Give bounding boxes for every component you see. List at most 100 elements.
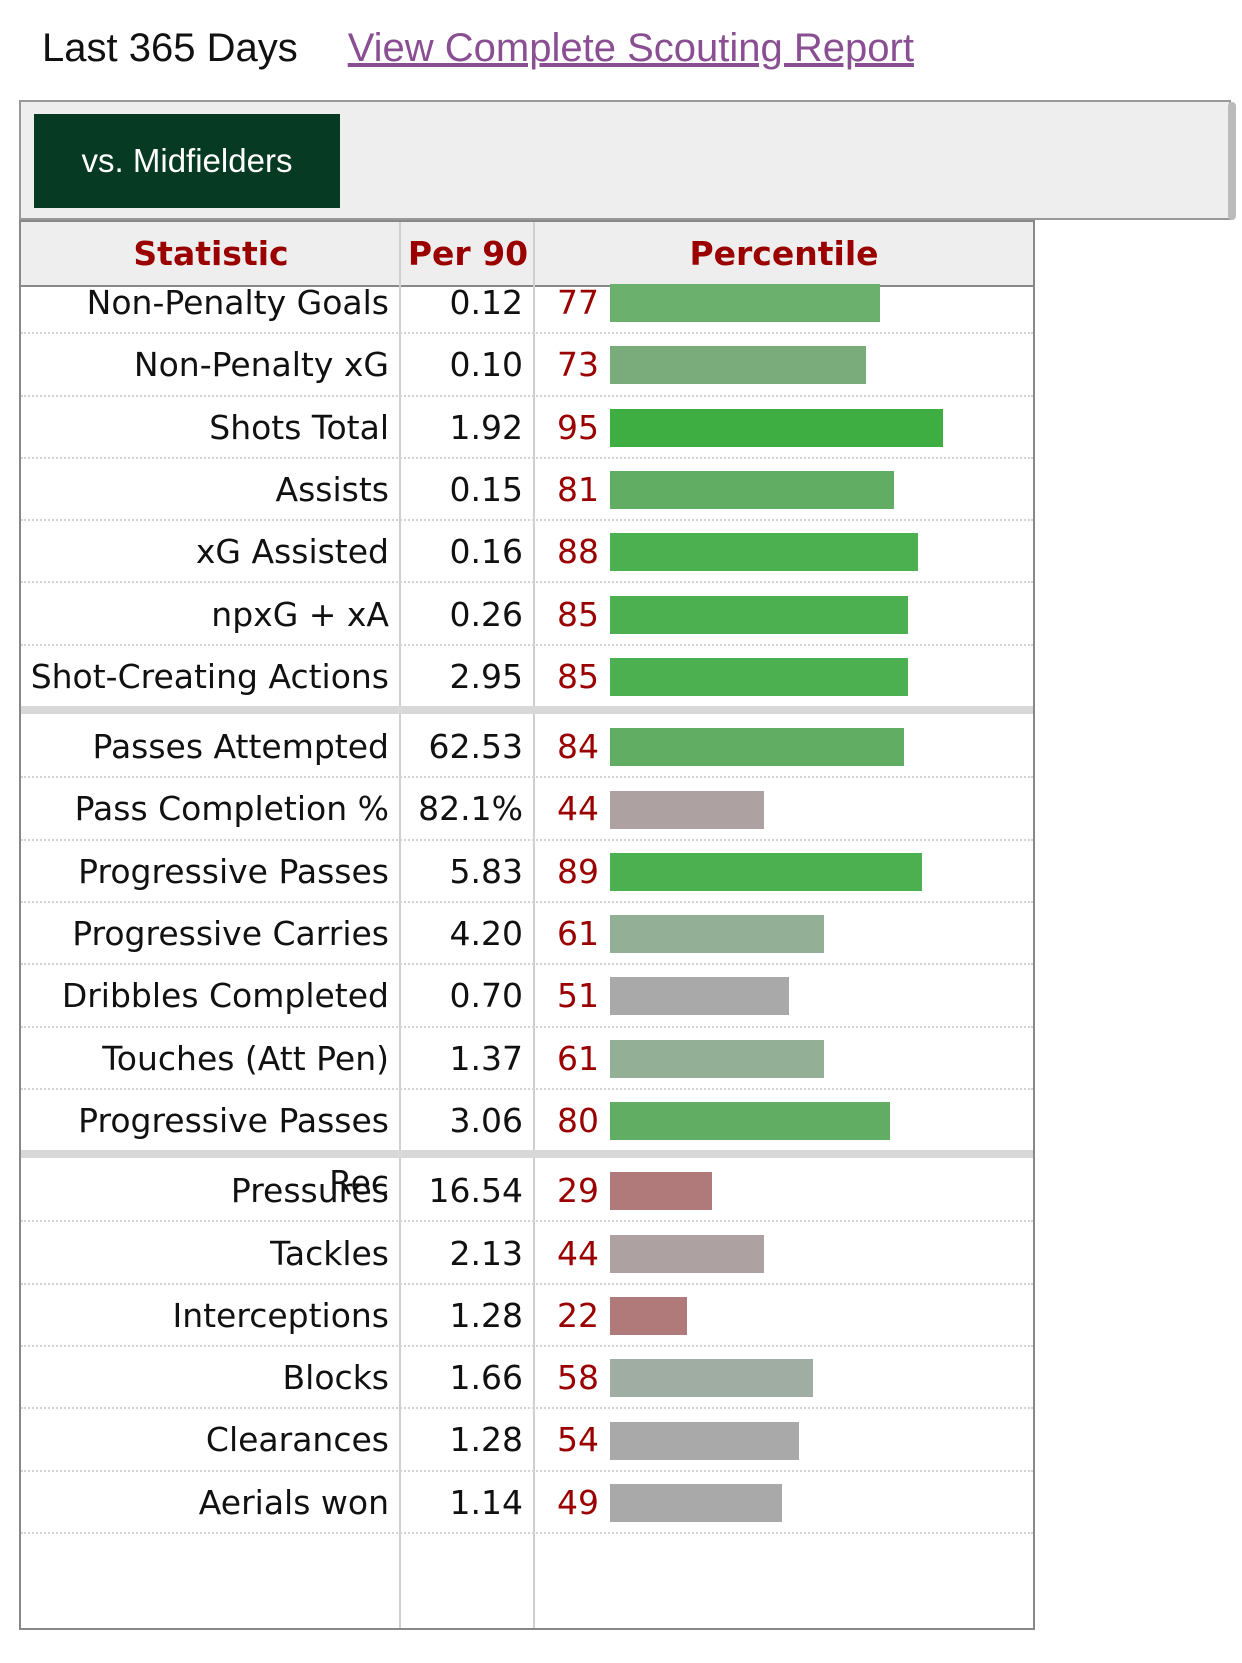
per90-value: 0.12 (449, 283, 523, 322)
stat-name: Clearances (205, 1420, 389, 1460)
percentile-bar (610, 977, 789, 1016)
per90-value: 1.92 (449, 407, 523, 447)
percentile-bar (610, 408, 943, 447)
percentile-value: 85 (557, 594, 599, 634)
table-row: Progressive Passes 5.83 89 (21, 841, 1033, 903)
percentile-bar (610, 595, 908, 634)
percentile-bar (610, 1039, 824, 1078)
stat-name: xG Assisted (195, 532, 389, 572)
table-row: Pass Completion % 82.1% 44 (21, 778, 1033, 841)
per90-value: 82.1% (418, 789, 523, 829)
table-row: Pressures 16.54 29 (21, 1160, 1033, 1223)
stat-name: Pass Completion % (74, 789, 389, 829)
table-row: Shots Total 1.92 95 (21, 397, 1033, 459)
percentile-bar (610, 728, 904, 767)
table-row: Passes Attempted 62.53 84 (21, 716, 1033, 779)
percentile-value: 58 (557, 1358, 599, 1398)
percentile-value: 84 (557, 727, 599, 767)
per90-value: 1.14 (449, 1482, 523, 1522)
percentile-bar (610, 657, 908, 696)
percentile-bar (610, 1234, 764, 1273)
table-header: Statistic Per 90 Percentile (21, 222, 1033, 287)
table-row: Shot-Creating Actions 2.95 85 (21, 646, 1033, 709)
table-row: Touches (Att Pen) 1.37 61 (21, 1028, 1033, 1090)
table-row: Non-Penalty Goals 0.12 77 (21, 272, 1033, 335)
per90-value: 3.06 (449, 1100, 523, 1140)
percentile-value: 80 (557, 1100, 599, 1140)
per90-value: 2.95 (449, 656, 523, 696)
header-percentile: Percentile (689, 234, 879, 273)
percentile-bar (610, 1359, 813, 1398)
percentile-value: 85 (557, 656, 599, 696)
table-row: Progressive Carries 4.20 61 (21, 903, 1033, 966)
percentile-value: 44 (557, 1233, 599, 1273)
group-separator (21, 706, 1033, 715)
stat-name: Non-Penalty Goals (86, 283, 389, 322)
table-row: Dribbles Completed 0.70 51 (21, 965, 1033, 1028)
stat-name: Pressures (230, 1171, 389, 1211)
stat-name: Dribbles Completed (61, 976, 389, 1016)
stat-name: npxG + xA (211, 594, 389, 634)
scouting-report-link[interactable]: View Complete Scouting Report (347, 25, 914, 70)
table-row: Interceptions 1.28 22 (21, 1285, 1033, 1348)
per90-value: 4.20 (449, 914, 523, 953)
percentile-bar (610, 1102, 890, 1141)
percentile-value: 95 (557, 407, 599, 447)
per90-value: 1.28 (449, 1420, 523, 1460)
table-row: xG Assisted 0.16 88 (21, 521, 1033, 584)
percentile-value: 49 (557, 1482, 599, 1522)
table-row: Non-Penalty xG 0.10 73 (21, 334, 1033, 397)
tab-vs-midfielders[interactable]: vs. Midfielders (34, 114, 340, 208)
stat-name: Progressive Passes Rec (78, 1100, 389, 1203)
percentile-value: 22 (557, 1295, 599, 1335)
column-divider (399, 222, 401, 1628)
table-row: Tackles 2.13 44 (21, 1223, 1033, 1285)
percentile-value: 88 (557, 532, 599, 572)
header-statistic: Statistic (133, 234, 289, 273)
table-row: Assists 0.15 81 (21, 459, 1033, 522)
table-row: npxG + xA 0.26 85 (21, 584, 1033, 646)
per90-value: 62.53 (428, 727, 523, 767)
percentile-value: 29 (557, 1171, 599, 1211)
percentile-bar (610, 852, 922, 891)
stat-name: Non-Penalty xG (133, 345, 389, 385)
table-row: Progressive Passes Rec 3.06 80 (21, 1090, 1033, 1202)
per90-value: 2.13 (449, 1233, 523, 1273)
percentile-table: Statistic Per 90 Percentile Non-Penalty … (19, 220, 1035, 1630)
stat-name: Progressive Passes (78, 851, 389, 891)
percentile-value: 77 (557, 283, 599, 322)
percentile-bar (610, 533, 918, 572)
per90-value: 1.28 (449, 1295, 523, 1335)
percentile-bar (610, 915, 824, 954)
percentile-value: 61 (557, 914, 599, 953)
percentile-bar (610, 346, 866, 385)
percentile-bar (610, 790, 764, 829)
stat-name: Aerials won (198, 1482, 389, 1522)
percentile-value: 73 (557, 345, 599, 385)
per90-value: 16.54 (428, 1171, 523, 1211)
stat-name: Blocks (282, 1358, 389, 1398)
header-bar: Last 365 Days View Complete Scouting Rep… (42, 18, 914, 78)
percentile-value: 61 (557, 1038, 599, 1078)
percentile-value: 44 (557, 789, 599, 829)
per90-value: 1.66 (449, 1358, 523, 1398)
percentile-value: 54 (557, 1420, 599, 1460)
percentile-bar (610, 1296, 687, 1335)
percentile-value: 89 (557, 851, 599, 891)
table-row: Blocks 1.66 58 (21, 1347, 1033, 1410)
per90-value: 1.37 (449, 1038, 523, 1078)
group-separator (21, 1150, 1033, 1159)
header-per90: Per 90 (407, 234, 529, 273)
percentile-value: 51 (557, 976, 599, 1016)
stat-name: Shot-Creating Actions (30, 656, 389, 696)
percentile-bar (610, 471, 894, 510)
stat-name: Shots Total (209, 407, 389, 447)
percentile-bar (610, 284, 880, 323)
stat-name: Tackles (270, 1233, 389, 1273)
stat-name: Assists (275, 469, 389, 509)
per90-value: 0.26 (449, 594, 523, 634)
scrollbar[interactable] (1228, 102, 1236, 220)
per90-value: 0.16 (449, 532, 523, 572)
per90-value: 0.70 (449, 976, 523, 1016)
stat-name: Touches (Att Pen) (102, 1038, 389, 1078)
